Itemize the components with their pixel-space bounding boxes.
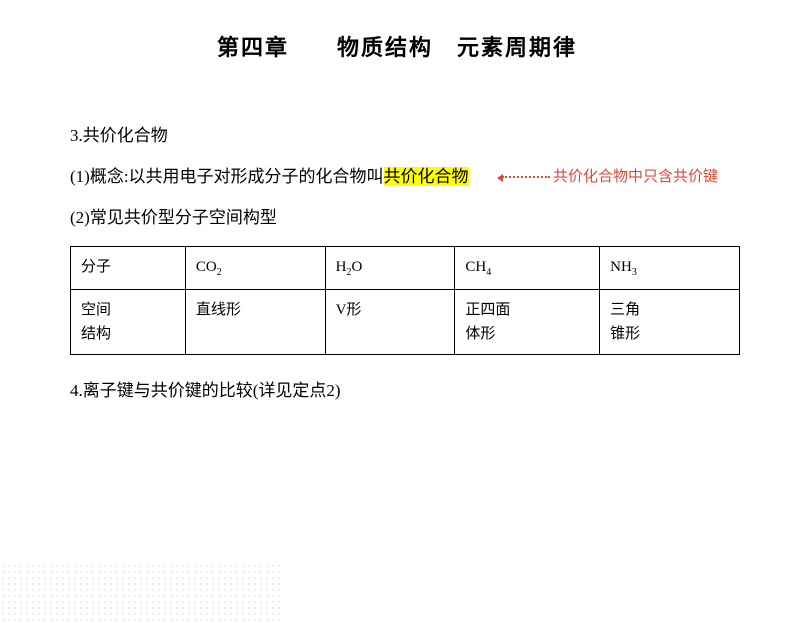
decorative-dots <box>0 563 280 623</box>
concept-highlight: 共价化合物 <box>384 167 469 186</box>
table-cell: CH4 <box>455 246 600 289</box>
content-area: 3.共价化合物 (1)概念:以共用电子对形成分子的化合物叫共价化合物 共价化合物… <box>0 122 794 404</box>
section-4: 4.离子键与共价键的比较(详见定点2) <box>70 377 764 404</box>
table-cell: 直线形 <box>185 289 325 354</box>
concept-prefix: (1)概念:以共用电子对形成分子的化合物叫 <box>70 167 384 186</box>
table-cell: CO2 <box>185 246 325 289</box>
section-3-heading: 3.共价化合物 <box>70 122 764 149</box>
table-row: 空间结构 直线形 V形 正四面体形 三角锥形 <box>71 289 740 354</box>
table-cell: H2O <box>325 246 455 289</box>
table-row: 分子 CO2 H2O CH4 NH3 <box>71 246 740 289</box>
molecule-table: 分子 CO2 H2O CH4 NH3 空间结构 直线形 V形 正四面体形 三角锥… <box>70 246 740 355</box>
row-label: 空间结构 <box>71 289 186 354</box>
table-cell: 三角锥形 <box>600 289 740 354</box>
table-cell: NH3 <box>600 246 740 289</box>
arrow-icon <box>502 176 550 178</box>
subsection-2: (2)常见共价型分子空间构型 <box>70 204 764 231</box>
annotation-text: 共价化合物中只含共价键 <box>553 165 718 189</box>
table-cell: V形 <box>325 289 455 354</box>
page-title: 第四章 物质结构 元素周期律 <box>0 30 794 62</box>
row-label: 分子 <box>71 246 186 289</box>
annotation-container: 共价化合物中只含共价键 <box>502 165 718 189</box>
concept-line: (1)概念:以共用电子对形成分子的化合物叫共价化合物 共价化合物中只含共价键 <box>70 163 764 190</box>
table-cell: 正四面体形 <box>455 289 600 354</box>
